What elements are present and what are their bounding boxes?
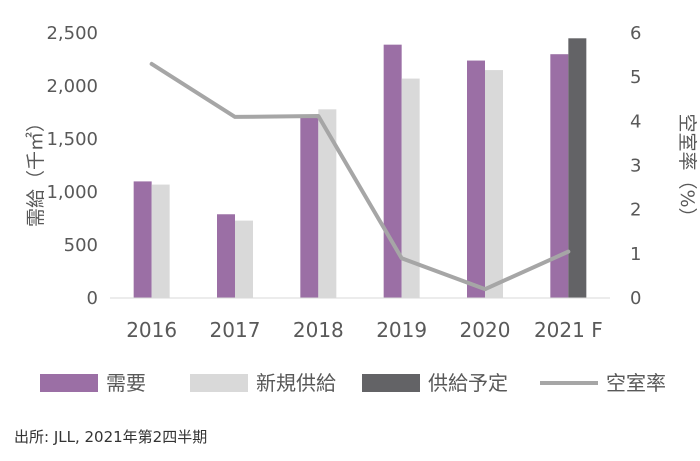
y2-tick-label: 0 (630, 288, 641, 309)
source-note: 出所: JLL, 2021年第2四半期 (14, 428, 208, 446)
bar-需要-2021 F (550, 54, 569, 299)
legend-label-空室率: 空室率 (606, 371, 666, 395)
legend-swatch-新規供給 (190, 374, 248, 392)
y2-tick-label: 4 (630, 111, 641, 132)
line-空室率 (149, 61, 571, 292)
x-tick-label: 2020 (460, 318, 511, 342)
bar-新規供給-2018 (318, 109, 337, 298)
x-tick-label: 2019 (376, 318, 427, 342)
y2-axis-title: 空室率（%） (676, 113, 698, 226)
x-tick-label: 2016 (126, 318, 177, 342)
bar-layer (110, 38, 610, 299)
bar-供給予定-2021 F (568, 38, 587, 299)
legend-swatch-供給予定 (362, 374, 420, 392)
legend-label-需要: 需要 (106, 371, 146, 395)
bar-需要-2018 (300, 115, 319, 299)
bar-新規供給-2020 (485, 70, 503, 298)
bar-需要-2019 (383, 44, 402, 298)
y-tick-label: 2,500 (46, 23, 98, 44)
bar-新規供給-2017 (235, 220, 253, 298)
y-tick-label: 1,500 (46, 129, 98, 150)
line-layer (149, 61, 571, 292)
x-tick-label: 2018 (293, 318, 344, 342)
y-tick-label: 500 (64, 235, 98, 256)
bar-需要-2020 (467, 60, 485, 299)
legend-swatch-需要 (40, 374, 98, 392)
y-tick-label: 0 (87, 288, 98, 309)
y2-tick-label: 6 (630, 23, 641, 44)
y2-tick-label: 1 (630, 244, 641, 265)
legend-label-新規供給: 新規供給 (256, 371, 336, 395)
y2-tick-label: 3 (630, 156, 641, 177)
x-tick-label: 2021 F (534, 318, 603, 342)
y-tick-label: 1,000 (46, 182, 98, 203)
x-axis: 2016 2017 2018 2019 2020 2021 F (126, 318, 603, 342)
legend: 需要 新規供給 供給予定 空室率 (40, 371, 666, 395)
bar-需要-2017 (217, 214, 235, 298)
x-tick-label: 2017 (210, 318, 261, 342)
bar-需要-2016 (133, 181, 152, 298)
y-tick-label: 2,000 (46, 76, 98, 97)
legend-label-供給予定: 供給予定 (428, 371, 508, 395)
y2-tick-label: 2 (630, 200, 641, 221)
y-axis-right: 0 1 2 3 4 5 6 (630, 23, 641, 309)
y2-tick-label: 5 (630, 67, 641, 88)
bar-新規供給-2016 (151, 184, 170, 298)
y-axis-title: 需給（千㎡） (24, 113, 47, 227)
bar-新規供給-2019 (401, 78, 420, 298)
y-axis-left: 0 500 1,000 1,500 2,000 2,500 (46, 23, 98, 309)
